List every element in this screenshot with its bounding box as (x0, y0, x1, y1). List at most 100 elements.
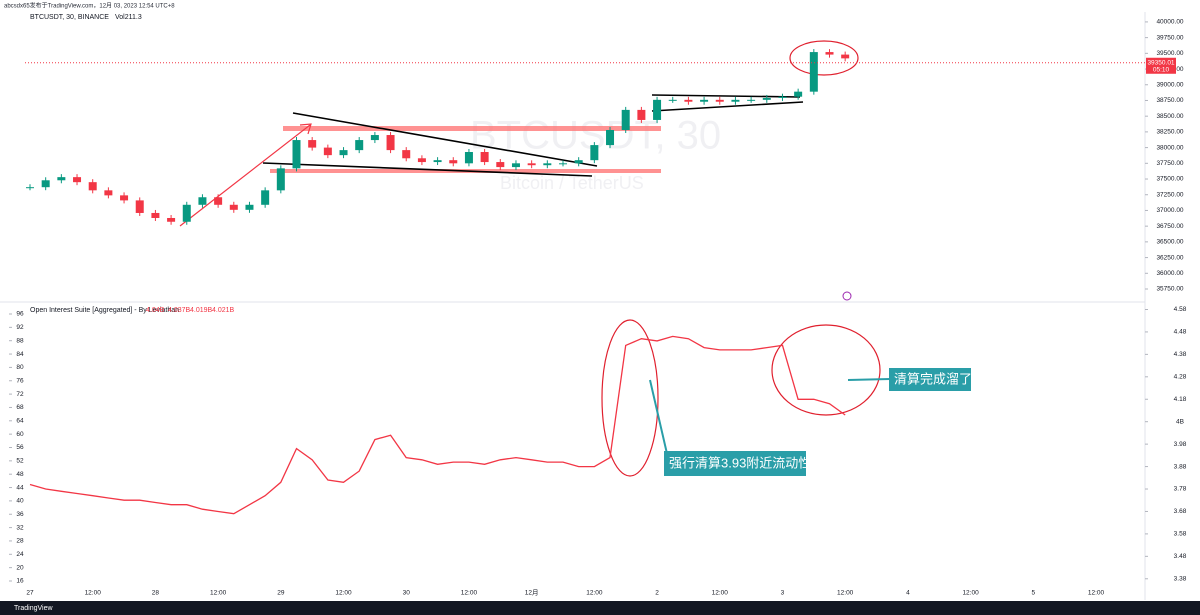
footer: TradingView (14, 605, 53, 612)
x-tick-label: 4 (906, 590, 910, 597)
candle (214, 197, 223, 205)
candle (747, 99, 756, 101)
left-tick-label: 52 (16, 458, 24, 465)
oi-tick-label: 4.38 (1174, 351, 1187, 358)
candle (762, 97, 771, 100)
countdown: 05:10 (1153, 66, 1170, 73)
left-tick-label: 48 (16, 471, 24, 478)
oi-tick-label: 3.68 (1174, 508, 1187, 515)
trendline (651, 101, 804, 112)
x-tick-label: 27 (26, 590, 34, 597)
candle (825, 52, 834, 55)
candle (590, 145, 599, 161)
price-tick-label: 36000.00 (1156, 270, 1183, 277)
legend-value: 4.019B (190, 307, 213, 314)
x-tick-label: 2 (655, 590, 659, 597)
x-tick-label: 12:00 (335, 590, 352, 597)
candle (449, 160, 458, 164)
trendline (292, 112, 598, 167)
left-tick-label: 36 (16, 511, 24, 518)
last-price-box (1146, 57, 1176, 74)
callout-pointer (847, 378, 893, 381)
candle (496, 162, 505, 168)
callout-text: 清算完成溜了 (894, 371, 972, 386)
left-tick-label: 80 (16, 364, 24, 371)
candle (41, 180, 50, 188)
price-tick-label: 37250.00 (1156, 191, 1183, 198)
candle (151, 212, 160, 218)
candle (167, 217, 176, 222)
price-tick-label: 39750.00 (1156, 34, 1183, 41)
candle (417, 158, 426, 163)
price-tick-label: 40000.00 (1156, 19, 1183, 26)
oi-tick-label: 3.48 (1174, 553, 1187, 560)
candle (621, 109, 630, 131)
x-tick-label: 29 (277, 590, 285, 597)
price-tick-label: 39500.00 (1156, 50, 1183, 57)
price-tick-label: 37750.00 (1156, 160, 1183, 167)
candle (668, 99, 677, 101)
left-tick-label: 44 (16, 484, 24, 491)
watermark-sub: Bitcoin / TetherUS (500, 173, 644, 193)
candle (261, 190, 270, 205)
candle (794, 91, 803, 97)
x-tick-label: 12:00 (712, 590, 729, 597)
candle (323, 147, 332, 156)
symbol: BTCUSDT, 30, BINANCE (30, 14, 109, 21)
candle (198, 197, 207, 205)
indicator-title: Open Interest Suite [Aggregated] - By Le… (30, 307, 179, 314)
circle (771, 324, 881, 416)
price-tick-label: 38000.00 (1156, 144, 1183, 151)
left-tick-label: 64 (16, 418, 24, 425)
candle (715, 99, 724, 102)
left-tick-label: 76 (16, 377, 24, 384)
top-bar (0, 0, 1200, 11)
event-icon (842, 291, 852, 301)
callout (889, 368, 971, 391)
arrow-head (299, 123, 312, 135)
circle (601, 319, 659, 477)
callout-text: 强行清算3.93附近流动性 (669, 455, 811, 470)
candle (276, 168, 285, 191)
x-tick-label: 5 (1031, 590, 1035, 597)
oi-tick-label: 4.48 (1174, 329, 1187, 336)
legend-value: 4.037B (168, 307, 191, 314)
x-tick-label: 12:00 (461, 590, 478, 597)
oi-tick-label: 3.78 (1174, 486, 1187, 493)
oi-tick-label: 3.58 (1174, 531, 1187, 538)
candle (511, 163, 520, 168)
candle (841, 54, 850, 59)
candle (778, 96, 787, 98)
candle (653, 99, 662, 120)
candle (433, 160, 442, 163)
candle (559, 163, 567, 165)
candle (120, 195, 129, 201)
candle (809, 52, 818, 92)
trendline (651, 94, 801, 98)
oi-tick-label: 3.98 (1174, 441, 1187, 448)
x-tick-label: 12:00 (962, 590, 979, 597)
price-tick-label: 36250.00 (1156, 254, 1183, 261)
left-tick-label: 96 (16, 311, 24, 318)
candle (229, 204, 238, 210)
left-tick-label: 32 (16, 524, 24, 531)
candle (700, 99, 709, 102)
candle (292, 140, 301, 169)
x-tick-label: 30 (403, 590, 411, 597)
price-tick-label: 35750.00 (1156, 286, 1183, 293)
arrow (179, 124, 311, 227)
left-tick-label: 28 (16, 538, 24, 545)
price-tick-label: 39000.00 (1156, 81, 1183, 88)
x-tick-label: 12:00 (586, 590, 603, 597)
x-tick-label: 12:00 (837, 590, 854, 597)
left-tick-label: 92 (16, 324, 24, 331)
candle (464, 152, 473, 164)
candle (308, 140, 317, 148)
oi-tick-label: 4B (1176, 418, 1184, 425)
left-tick-label: 16 (16, 578, 24, 585)
price-tick-label: 38250.00 (1156, 129, 1183, 136)
candle (386, 135, 395, 151)
left-tick-label: 68 (16, 404, 24, 411)
